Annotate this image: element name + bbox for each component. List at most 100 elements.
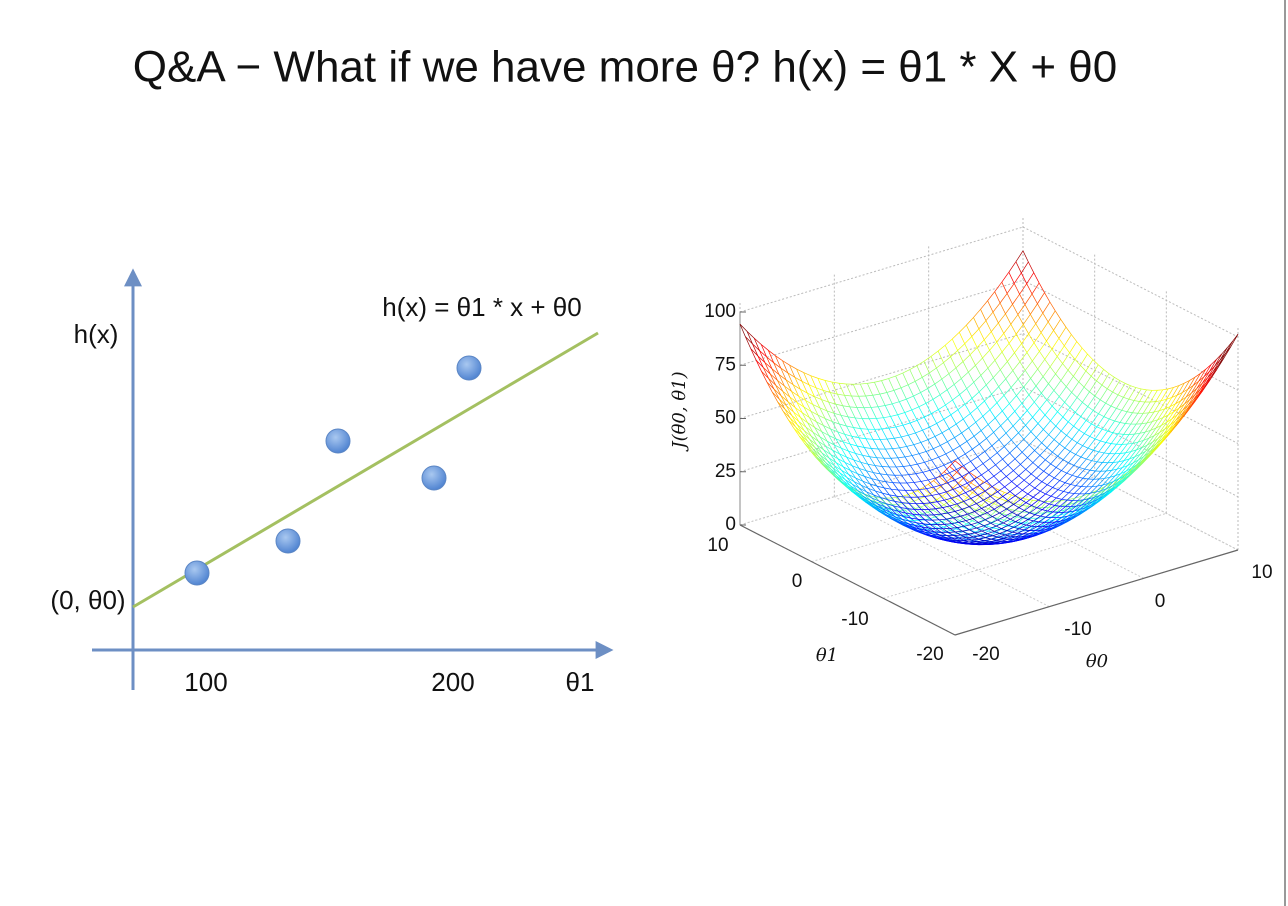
surface-mesh <box>1069 497 1076 505</box>
surface-mesh <box>948 373 955 385</box>
surface-mesh <box>945 399 953 406</box>
surface-mesh <box>956 501 964 505</box>
surface-mesh <box>986 432 994 439</box>
surface-mesh <box>1127 462 1134 466</box>
surface-mesh <box>943 362 950 374</box>
grid-line <box>1022 333 1239 444</box>
surface-mesh <box>1116 408 1122 411</box>
surface-mesh <box>848 474 855 482</box>
surface-mesh <box>1086 501 1093 505</box>
surface-mesh <box>1209 359 1217 372</box>
surface-mesh <box>1187 394 1196 406</box>
surface-mesh <box>834 465 841 474</box>
surface-mesh <box>802 433 810 440</box>
surface-mesh <box>1092 495 1100 503</box>
surface-mesh <box>917 496 925 498</box>
surface-mesh <box>1170 414 1178 425</box>
surface-mesh <box>998 481 1005 488</box>
surface-mesh <box>1075 499 1084 507</box>
surface-mesh <box>808 384 815 397</box>
surface-mesh <box>1001 538 1009 542</box>
surface-mesh <box>1030 303 1038 315</box>
surface-mesh <box>895 375 902 388</box>
surface-mesh <box>964 398 973 405</box>
surface-mesh <box>1132 441 1139 444</box>
surface-mesh <box>992 516 998 521</box>
surface-mesh <box>1094 429 1103 440</box>
surface-mesh <box>752 343 760 351</box>
surface-mesh <box>1062 352 1070 364</box>
surface-mesh <box>832 449 840 455</box>
surface-mesh <box>1226 340 1233 348</box>
surface-mesh <box>1064 392 1072 403</box>
surface-mesh <box>976 339 985 348</box>
surface-mesh <box>1026 535 1033 538</box>
surface-mesh <box>1099 478 1105 480</box>
surface-mesh <box>925 403 932 414</box>
surface-mesh <box>1164 397 1173 410</box>
surface-mesh <box>1104 476 1110 479</box>
surface-mesh <box>1147 441 1153 446</box>
surface-mesh <box>857 473 864 482</box>
surface-mesh <box>1005 521 1012 527</box>
surface-mesh <box>1019 538 1025 540</box>
surface-mesh <box>1113 461 1119 463</box>
surface-mesh <box>1107 377 1115 390</box>
surface-mesh <box>1084 492 1091 495</box>
surface-mesh <box>1124 472 1130 477</box>
surface-mesh <box>791 391 799 397</box>
surface-mesh <box>855 477 862 486</box>
surface-mesh <box>1111 461 1119 471</box>
surface-mesh <box>1121 398 1130 411</box>
surface-mesh <box>958 520 966 523</box>
surface-mesh <box>1001 343 1010 353</box>
surface-mesh <box>1033 332 1042 343</box>
surface-mesh <box>968 506 975 512</box>
surface-mesh <box>988 503 995 509</box>
surface-mesh <box>1015 261 1022 274</box>
surface-mesh <box>1009 485 1018 492</box>
surface-mesh <box>1085 420 1092 425</box>
surface-mesh <box>1028 506 1035 513</box>
surface-mesh <box>766 381 775 390</box>
surface-mesh <box>937 499 945 503</box>
surface-mesh <box>878 480 885 489</box>
surface-mesh <box>1040 529 1047 531</box>
surface-mesh <box>989 409 996 419</box>
surface-mesh <box>1127 411 1133 414</box>
surface-mesh <box>821 452 828 461</box>
surface-mesh <box>1136 440 1144 451</box>
surface-mesh <box>840 415 847 427</box>
surface-mesh <box>981 504 989 509</box>
surface-mesh <box>1125 443 1134 453</box>
surface-mesh <box>907 508 915 510</box>
surface-mesh <box>784 385 792 392</box>
surface-mesh <box>767 350 774 363</box>
surface-mesh <box>838 383 845 396</box>
surface-mesh <box>1107 420 1115 432</box>
surface-mesh <box>944 471 952 478</box>
surface-mesh <box>1148 447 1155 453</box>
surface-mesh <box>1173 419 1180 426</box>
surface-mesh <box>753 337 762 345</box>
surface-mesh <box>883 487 890 496</box>
surface-mesh <box>1024 536 1031 539</box>
surface-mesh <box>913 392 921 397</box>
surface-mesh <box>917 416 925 421</box>
surface-mesh <box>1110 433 1119 444</box>
surface-mesh <box>811 449 819 457</box>
surface-mesh <box>1006 504 1014 510</box>
surface-mesh <box>848 474 856 479</box>
surface-mesh <box>954 437 961 447</box>
surface-mesh <box>1010 387 1017 396</box>
surface-mesh <box>940 513 947 520</box>
surface-mesh <box>966 536 974 539</box>
surface-mesh <box>977 487 986 492</box>
surface-mesh <box>822 463 830 471</box>
surface-mesh <box>1035 385 1042 394</box>
surface-mesh <box>948 540 956 543</box>
surface-mesh <box>1012 304 1019 315</box>
surface-mesh <box>1012 361 1021 371</box>
surface-mesh <box>996 540 1002 542</box>
surface-mesh <box>980 300 988 310</box>
